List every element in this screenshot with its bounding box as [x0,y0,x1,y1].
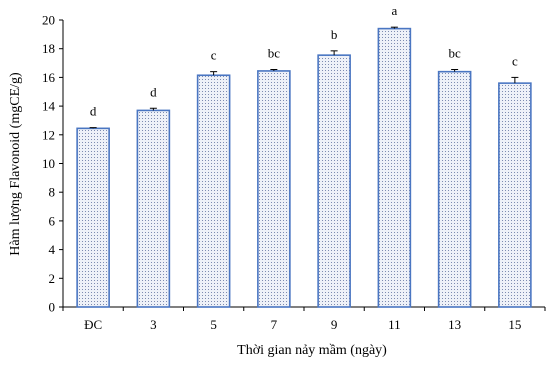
significance-letter: c [211,48,217,63]
bar [377,27,412,308]
x-tick-label: 7 [271,317,278,332]
y-tick-label: 6 [49,213,56,228]
y-tick-label: 18 [42,41,55,56]
y-tick-label: 20 [42,13,55,28]
bar [136,109,171,308]
y-tick-label: 4 [49,242,56,257]
y-tick-label: 14 [42,99,56,114]
y-tick-label: 8 [49,185,56,200]
y-axis-label: Hàm lượng Flavonoid (mgCE/g) [8,72,23,256]
significance-letter: d [90,104,97,119]
bar [76,127,110,308]
y-tick-label: 2 [49,271,56,286]
bar [498,82,532,308]
x-tick-label: ĐC [84,317,102,332]
y-tick-label: 12 [42,127,55,142]
bar [196,74,231,308]
x-tick-label: 11 [388,317,401,332]
bar [317,54,351,308]
y-tick-label: 10 [42,156,55,171]
significance-letter: bc [268,46,281,61]
x-tick-label: 9 [331,317,338,332]
x-tick-label: 5 [210,317,217,332]
significance-letter: bc [448,46,461,61]
x-tick-label: 3 [150,317,157,332]
y-tick-label: 16 [42,70,56,85]
x-axis-label: Thời gian nảy mầm (ngày) [237,343,387,358]
significance-letter: c [512,53,518,68]
significance-letter: b [331,27,338,42]
x-tick-label: 13 [448,317,461,332]
y-tick-label: 0 [49,300,56,315]
significance-letter: a [391,3,397,18]
x-tick-label: 15 [508,317,521,332]
significance-letter: d [150,84,157,99]
bar [257,70,291,308]
bar [437,70,472,308]
